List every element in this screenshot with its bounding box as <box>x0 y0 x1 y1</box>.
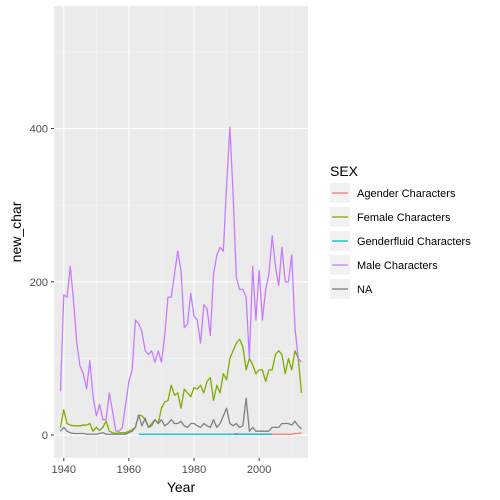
x-tick-labels: 1940 1960 1980 2000 <box>52 464 272 476</box>
minor-gridlines <box>54 6 308 458</box>
series-line-na <box>60 397 302 435</box>
y-tick-label: 200 <box>30 277 48 289</box>
series-lines <box>59 126 303 435</box>
legend-title: SEX <box>330 163 359 179</box>
y-axis-title: new_char <box>8 201 24 262</box>
legend-label-genderfluid-characters: Genderfluid Characters <box>357 236 471 248</box>
legend-items: Agender Characters Female Characters Gende… <box>330 183 471 299</box>
series-line-female-characters <box>59 338 303 435</box>
x-tick-label: 2000 <box>247 464 271 476</box>
legend-label-female-characters: Female Characters <box>357 212 451 224</box>
x-tick-label: 1940 <box>52 464 76 476</box>
x-tick-label: 1980 <box>182 464 206 476</box>
series-line-male-characters <box>59 126 302 432</box>
axis-ticks <box>51 128 260 461</box>
legend-label-na: NA <box>357 284 373 296</box>
legend: SEX Agender Characters Female Characters G… <box>330 163 471 299</box>
legend-label-agender-characters: Agender Characters <box>357 188 456 200</box>
y-tick-labels: 0 200 400 <box>30 124 48 442</box>
y-tick-label: 400 <box>30 124 48 136</box>
x-tick-label: 1960 <box>117 464 141 476</box>
legend-label-male-characters: Male Characters <box>357 260 438 272</box>
x-axis-title: Year <box>167 479 196 495</box>
y-tick-label: 0 <box>42 430 48 442</box>
